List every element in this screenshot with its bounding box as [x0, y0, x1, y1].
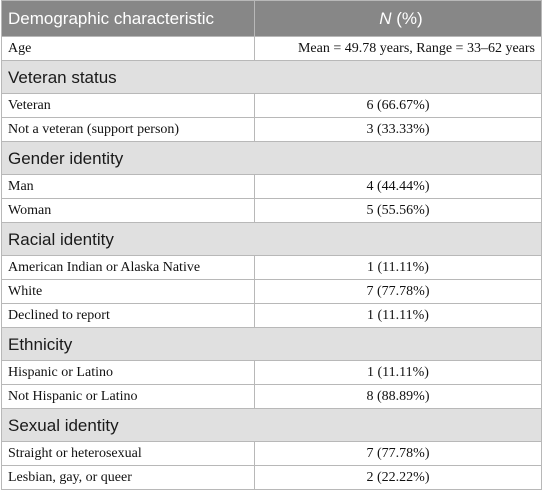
table-row: Veteran 6 (66.67%)	[1, 93, 542, 118]
header-n: N	[379, 8, 392, 28]
section-title: Sexual identity	[1, 408, 542, 442]
section-sexual-identity: Sexual identity	[1, 408, 542, 442]
table-header-row: Demographic characteristic N (%)	[1, 0, 542, 37]
row-label: Lesbian, gay, or queer	[1, 465, 255, 490]
age-value: Mean = 49.78 years, Range = 33–62 years	[254, 36, 542, 61]
row-label: Man	[1, 174, 255, 199]
row-value: 6 (66.67%)	[254, 93, 542, 118]
row-label: Declined to report	[1, 303, 255, 328]
row-value: 1 (11.11%)	[254, 303, 542, 328]
row-label: American Indian or Alaska Native	[1, 255, 255, 280]
section-title: Racial identity	[1, 222, 542, 256]
row-value: 2 (22.22%)	[254, 465, 542, 490]
age-label: Age	[1, 36, 255, 61]
table-row: Not a veteran (support person) 3 (33.33%…	[1, 117, 542, 142]
table-row: Straight or heterosexual 7 (77.78%)	[1, 441, 542, 466]
header-n-percent: N (%)	[254, 0, 542, 37]
table-row: Not Hispanic or Latino 8 (88.89%)	[1, 384, 542, 409]
row-label: Straight or heterosexual	[1, 441, 255, 466]
row-value: 1 (11.11%)	[254, 360, 542, 385]
table-row: Man 4 (44.44%)	[1, 174, 542, 199]
row-value: 7 (77.78%)	[254, 279, 542, 304]
table-row: White 7 (77.78%)	[1, 279, 542, 304]
section-gender-identity: Gender identity	[1, 141, 542, 175]
table-row: Hispanic or Latino 1 (11.11%)	[1, 360, 542, 385]
section-title: Veteran status	[1, 60, 542, 94]
row-value: 7 (77.78%)	[254, 441, 542, 466]
table-row: Declined to report 1 (11.11%)	[1, 303, 542, 328]
row-label: Not Hispanic or Latino	[1, 384, 255, 409]
row-label: Woman	[1, 198, 255, 223]
row-value: 5 (55.56%)	[254, 198, 542, 223]
header-percent: (%)	[391, 8, 423, 28]
table-row: Woman 5 (55.56%)	[1, 198, 542, 223]
section-title: Gender identity	[1, 141, 542, 175]
row-value: 4 (44.44%)	[254, 174, 542, 199]
table-row: Lesbian, gay, or queer 2 (22.22%)	[1, 465, 542, 490]
section-title: Ethnicity	[1, 327, 542, 361]
age-row: Age Mean = 49.78 years, Range = 33–62 ye…	[1, 36, 542, 61]
row-value: 3 (33.33%)	[254, 117, 542, 142]
row-label: Hispanic or Latino	[1, 360, 255, 385]
row-value: 8 (88.89%)	[254, 384, 542, 409]
row-label: White	[1, 279, 255, 304]
row-label: Veteran	[1, 93, 255, 118]
section-racial-identity: Racial identity	[1, 222, 542, 256]
row-value: 1 (11.11%)	[254, 255, 542, 280]
row-label: Not a veteran (support person)	[1, 117, 255, 142]
section-ethnicity: Ethnicity	[1, 327, 542, 361]
table-row: American Indian or Alaska Native 1 (11.1…	[1, 255, 542, 280]
header-characteristic: Demographic characteristic	[1, 0, 255, 37]
section-veteran-status: Veteran status	[1, 60, 542, 94]
